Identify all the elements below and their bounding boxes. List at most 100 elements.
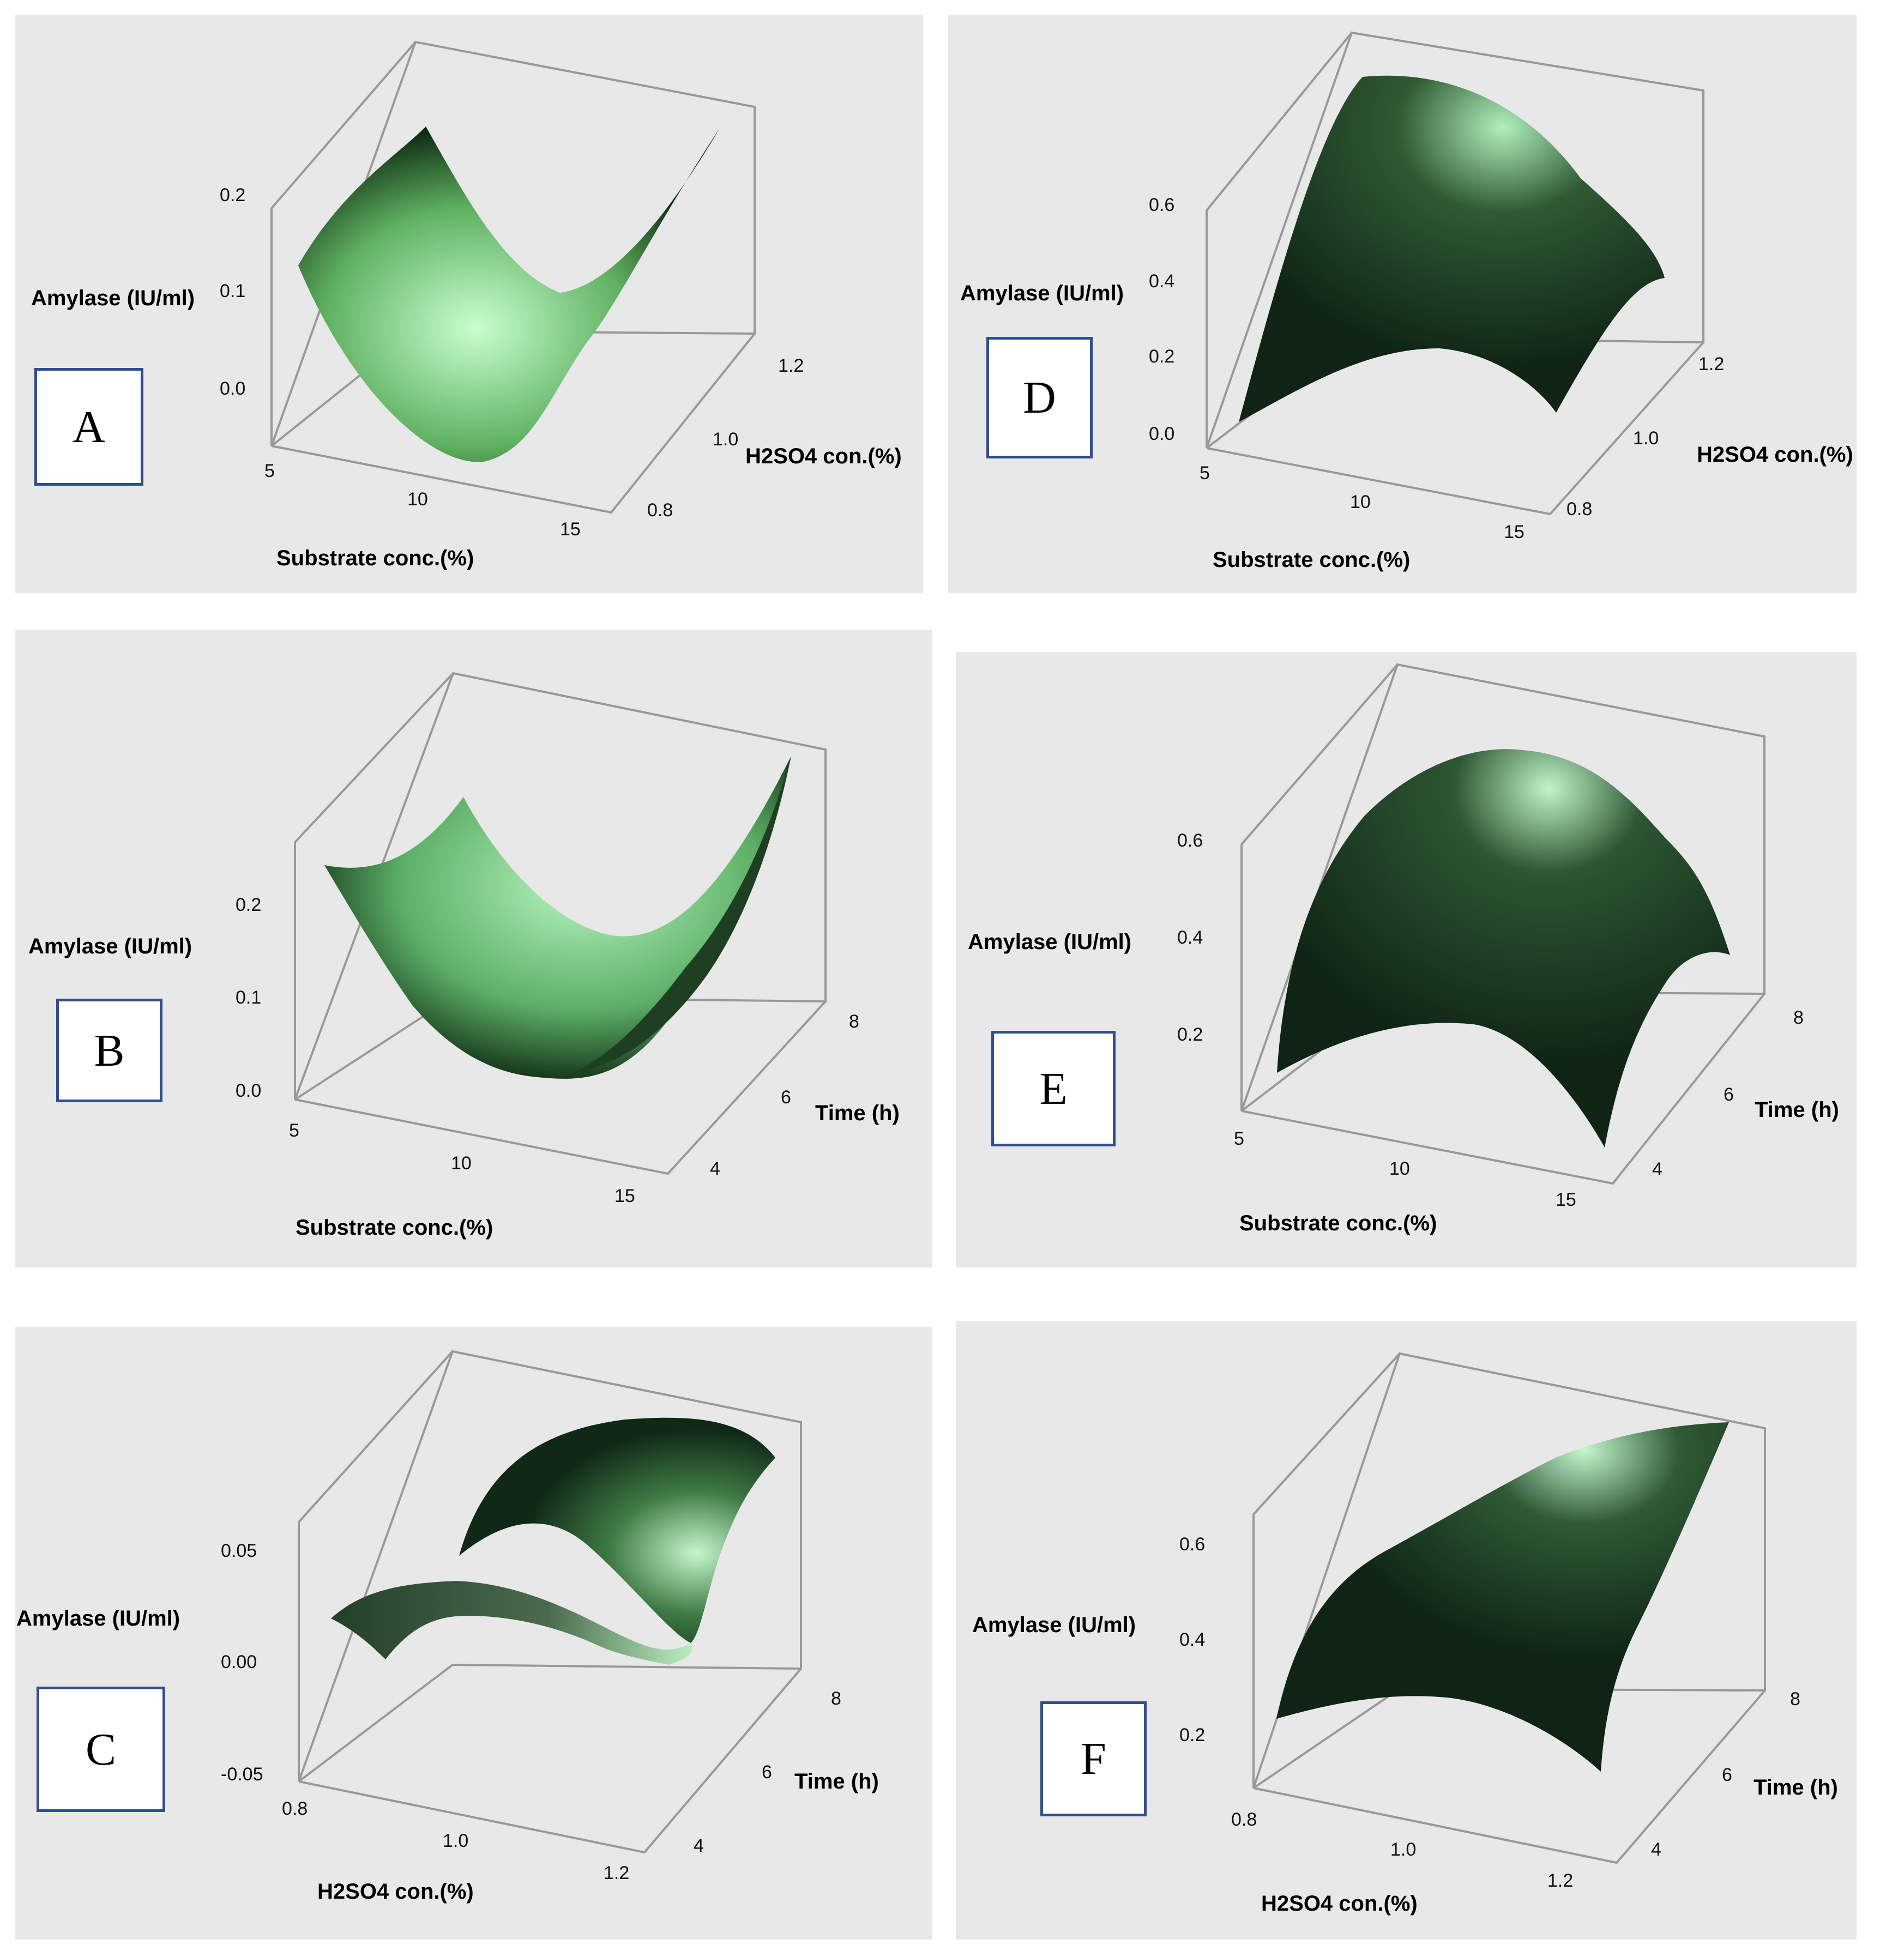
y-ticks-b: 4 6 8	[710, 1011, 859, 1179]
panel-label-f: F	[1040, 1701, 1147, 1816]
y-tick-d-2: 1.2	[1698, 354, 1724, 375]
x-label-e: Substrate conc.(%)	[1239, 1211, 1437, 1235]
surface-e	[1277, 749, 1730, 1147]
x-tick-b-1: 10	[451, 1153, 472, 1174]
y-label-b: Time (h)	[815, 1101, 900, 1125]
x-ticks-a: 5 10 15	[264, 461, 581, 540]
y-tick-f-2: 8	[1790, 1689, 1800, 1710]
back-frame-f	[1252, 1352, 1766, 1789]
z-ticks-f: 0.2 0.4 0.6	[1179, 1534, 1205, 1745]
panel-c: -0.05 0.00 0.05 0.8 1.0 1.2 4 6 8 Amylas…	[15, 1327, 932, 1940]
panel-label-c: C	[37, 1687, 165, 1812]
x-tick-b-2: 15	[614, 1186, 635, 1206]
z-label-c: Amylase (IU/ml)	[16, 1606, 180, 1630]
x-tick-f-0: 0.8	[1231, 1809, 1257, 1830]
z-tick-a-0: 0.0	[220, 378, 245, 399]
y-ticks-d: 0.8 1.0 1.2	[1566, 354, 1724, 520]
panel-b: 0.0 0.1 0.2 5 10 15 4 6 8 Amylase (IU/ml…	[15, 630, 932, 1267]
box-floor-d	[1206, 341, 1704, 516]
z-tick-a-1: 0.1	[220, 281, 245, 301]
z-label-d: Amylase (IU/ml)	[960, 281, 1124, 305]
x-tick-d-0: 5	[1200, 463, 1210, 484]
x-tick-c-2: 1.2	[604, 1863, 629, 1883]
panel-label-a: A	[34, 368, 143, 486]
x-tick-c-0: 0.8	[282, 1798, 308, 1819]
panel-label-e: E	[991, 1031, 1116, 1146]
y-label-e: Time (h)	[1755, 1098, 1839, 1122]
z-label-a: Amylase (IU/ml)	[31, 286, 195, 310]
z-tick-d-3: 0.6	[1149, 195, 1174, 215]
back-edge-a	[270, 41, 417, 209]
box-floor-e	[1241, 993, 1766, 1185]
x-tick-a-0: 5	[264, 461, 275, 481]
y-tick-c-0: 4	[694, 1835, 704, 1856]
chart-f: 0.2 0.4 0.6 0.8 1.0 1.2 4 6 8 Amylase (I…	[972, 1352, 1838, 1916]
back-frame-c	[298, 1350, 802, 1783]
surface-b	[324, 756, 791, 1079]
z-ticks-c: -0.05 0.00 0.05	[221, 1541, 263, 1785]
y-tick-e-0: 4	[1652, 1159, 1662, 1180]
chart-b: 0.0 0.1 0.2 5 10 15 4 6 8 Amylase (IU/ml…	[28, 672, 900, 1240]
back-edge-f	[1252, 1352, 1401, 1515]
y-label-d: H2SO4 con.(%)	[1697, 443, 1853, 467]
x-tick-b-0: 5	[289, 1120, 299, 1141]
y-tick-b-0: 4	[710, 1158, 720, 1179]
y-tick-a-0: 0.8	[647, 500, 673, 521]
y-label-a: H2SO4 con.(%)	[745, 444, 902, 468]
z-tick-d-1: 0.2	[1149, 346, 1174, 367]
panel-e: 0.2 0.4 0.6 5 10 15 4 6 8 Amylase (IU/ml…	[956, 652, 1857, 1267]
y-tick-a-2: 1.2	[778, 355, 804, 376]
box-floor-b	[294, 1000, 827, 1175]
z-tick-b-2: 0.2	[236, 895, 261, 915]
box-floor-f	[1253, 1689, 1766, 1864]
x-label-a: Substrate conc.(%)	[276, 546, 474, 570]
z-label-e: Amylase (IU/ml)	[968, 930, 1131, 954]
z-tick-a-2: 0.2	[220, 185, 245, 206]
panel-f: 0.2 0.4 0.6 0.8 1.0 1.2 4 6 8 Amylase (I…	[956, 1321, 1857, 1940]
y-label-f: Time (h)	[1754, 1775, 1838, 1799]
z-tick-c-1: 0.00	[221, 1652, 257, 1672]
surface-c-back	[459, 1417, 775, 1643]
y-ticks-e: 4 6 8	[1652, 1007, 1804, 1180]
surface-a	[298, 126, 720, 462]
z-tick-d-2: 0.4	[1149, 271, 1174, 292]
y-tick-b-1: 6	[781, 1087, 791, 1108]
z-ticks-e: 0.2 0.4 0.6	[1177, 830, 1203, 1045]
z-ticks-d: 0.0 0.2 0.4 0.6	[1149, 195, 1174, 444]
chart-d: 0.0 0.2 0.4 0.6 5 10 15 0.8 1.0 1.2 Amyl…	[960, 31, 1853, 572]
z-ticks-b: 0.0 0.1 0.2	[236, 895, 261, 1101]
z-tick-b-0: 0.0	[236, 1080, 261, 1101]
chart-a: 0.0 0.1 0.2 5 10 15 0.8 1.0 1.2 Amylase …	[31, 40, 902, 570]
box-floor-a	[271, 333, 756, 514]
x-label-b: Substrate conc.(%)	[296, 1216, 493, 1240]
x-ticks-c: 0.8 1.0 1.2	[282, 1798, 629, 1883]
y-label-c: Time (h)	[794, 1769, 879, 1793]
z-tick-e-2: 0.6	[1177, 830, 1203, 851]
x-label-c: H2SO4 con.(%)	[317, 1880, 474, 1904]
x-ticks-b: 5 10 15	[289, 1120, 635, 1206]
z-tick-c-2: 0.05	[221, 1541, 257, 1561]
panel-a: 0.0 0.1 0.2 5 10 15 0.8 1.0 1.2 Amylase …	[15, 15, 923, 593]
back-edge-d	[1206, 32, 1353, 212]
y-ticks-a: 0.8 1.0 1.2	[647, 355, 804, 521]
y-tick-e-1: 6	[1724, 1084, 1734, 1105]
y-tick-b-2: 8	[849, 1011, 859, 1032]
y-tick-c-1: 6	[762, 1762, 772, 1783]
x-tick-d-2: 15	[1504, 522, 1525, 542]
y-ticks-f: 4 6 8	[1651, 1689, 1800, 1860]
back-edge-e	[1240, 663, 1399, 845]
chart-e: 0.2 0.4 0.6 5 10 15 4 6 8 Amylase (IU/ml…	[968, 663, 1839, 1235]
y-tick-e-2: 8	[1793, 1007, 1804, 1028]
box-floor-c	[298, 1668, 802, 1854]
panel-label-b: B	[56, 999, 162, 1102]
z-tick-e-1: 0.4	[1177, 927, 1203, 948]
panel-label-d: D	[986, 337, 1093, 458]
y-tick-d-0: 0.8	[1566, 499, 1592, 520]
z-tick-f-2: 0.6	[1179, 1534, 1205, 1555]
panel-d: 0.0 0.2 0.4 0.6 5 10 15 0.8 1.0 1.2 Amyl…	[948, 15, 1857, 593]
x-ticks-f: 0.8 1.0 1.2	[1231, 1809, 1573, 1891]
x-tick-d-1: 10	[1350, 492, 1371, 512]
x-tick-e-0: 5	[1234, 1128, 1244, 1149]
z-tick-c-0: -0.05	[221, 1764, 263, 1785]
y-tick-f-0: 4	[1651, 1839, 1661, 1860]
